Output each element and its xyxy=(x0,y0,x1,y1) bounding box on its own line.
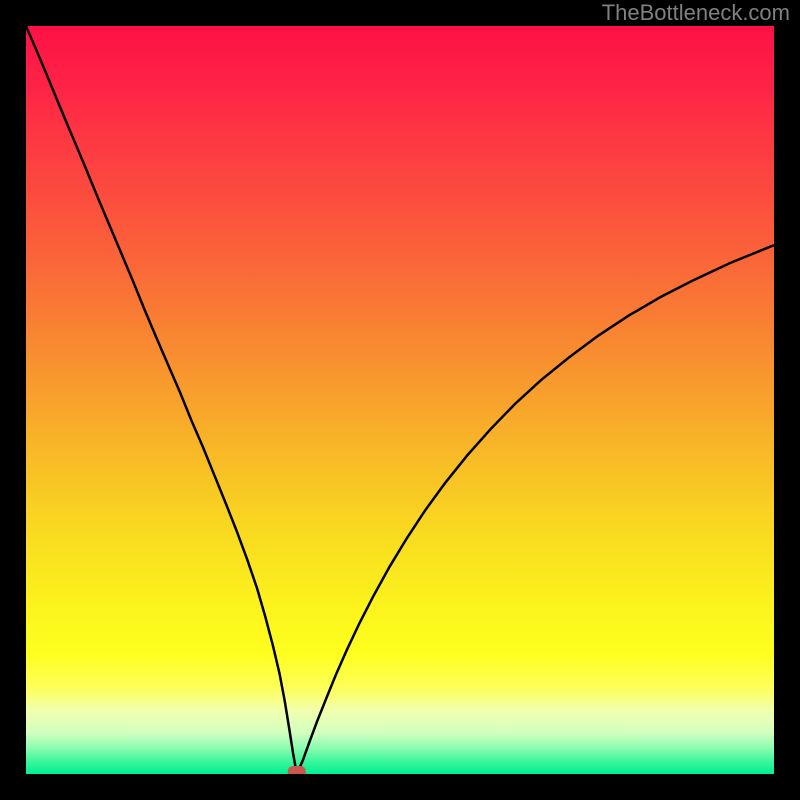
plot-background xyxy=(26,26,774,774)
watermark: TheBottleneck.com xyxy=(602,0,790,25)
bottleneck-chart: TheBottleneck.com xyxy=(0,0,800,800)
chart-svg: TheBottleneck.com xyxy=(0,0,800,800)
